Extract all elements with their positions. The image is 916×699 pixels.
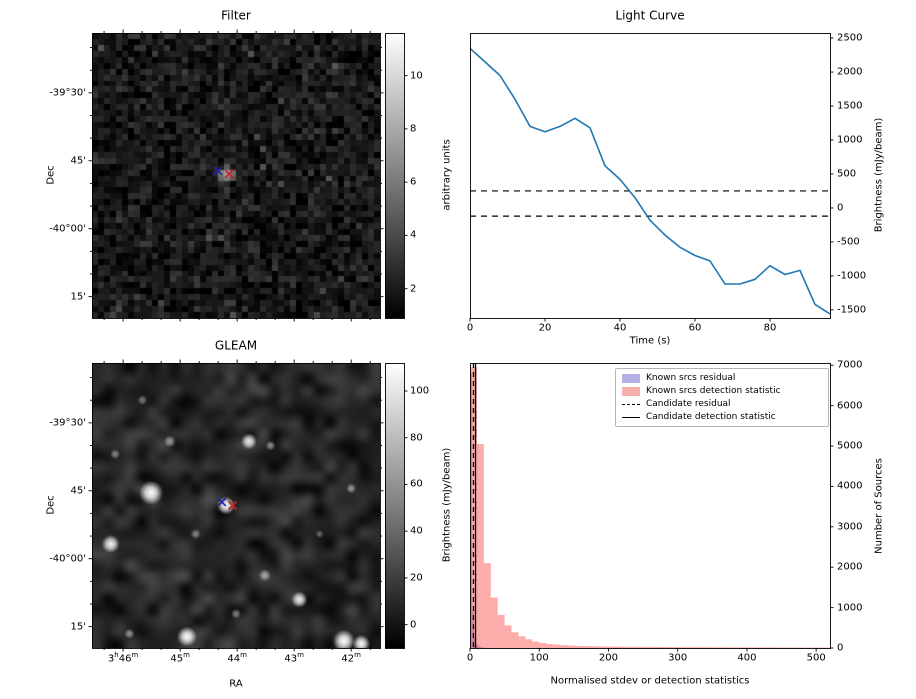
light-curve-y-tick-label: 500 — [837, 168, 857, 180]
filter-dec-tick-label: 15' — [70, 291, 86, 303]
legend-entry: Known srcs residual — [622, 373, 822, 383]
histogram-y-tick-label: 2000 — [837, 561, 863, 573]
catalog-marker — [224, 169, 234, 179]
histogram-y-tick-label: 0 — [837, 642, 844, 654]
histogram-y-tick-label: 3000 — [837, 521, 863, 533]
gleam-ra-tick-label: 42m — [341, 651, 361, 665]
light-curve-y-tick-label: -1500 — [837, 304, 867, 316]
gleam-dec-tick-label: 15' — [70, 621, 86, 633]
histogram-legend: Known srcs residual Known srcs detection … — [615, 368, 829, 427]
legend-dashed-line-swatch — [622, 403, 640, 405]
light-curve-x-tick-label: 60 — [688, 322, 702, 334]
legend-entry: Candidate detection statistic — [622, 412, 822, 422]
histogram-axes — [470, 363, 831, 649]
histogram-x-tick-label: 100 — [529, 652, 549, 664]
legend-solid-line-swatch — [622, 416, 640, 418]
gleam-ra-tick-label: 43m — [284, 651, 304, 665]
gleam-ra-tick-label: 45m — [170, 651, 190, 665]
legend-patch-swatch — [622, 386, 640, 396]
histogram-x-tick-label: 300 — [668, 652, 688, 664]
filter-dec-tick-label: -39°30' — [49, 87, 86, 99]
filter-ylabel: Dec — [45, 165, 57, 185]
histogram-y-tick-label: 1000 — [837, 602, 863, 614]
histogram-y-tick-label: 6000 — [837, 400, 863, 412]
histogram-x-tick-label: 500 — [806, 652, 826, 664]
filter-colorbar-frame — [385, 33, 405, 319]
light-curve-series-line — [469, 47, 831, 315]
filter-colorbar-tick-label: 4 — [410, 229, 417, 241]
gleam-image — [92, 363, 380, 648]
filter-colorbar — [385, 33, 404, 318]
filter-colorbar-label: arbitrary units — [441, 139, 453, 211]
legend-label: Known srcs detection statistic — [646, 386, 781, 396]
legend-entry: Candidate residual — [622, 399, 822, 409]
legend-label: Known srcs residual — [646, 373, 736, 383]
gleam-dec-tick-label: -40°00' — [49, 553, 86, 565]
filter-dec-tick-label: 45' — [70, 155, 86, 167]
legend-label: Candidate detection statistic — [646, 412, 776, 422]
light-curve-title: Light Curve — [615, 8, 685, 23]
gleam-colorbar-tick-label: 40 — [410, 525, 423, 537]
filter-colorbar-tick-label: 8 — [410, 123, 417, 135]
gleam-title: GLEAM — [214, 338, 258, 353]
candidate-marker — [213, 166, 223, 176]
gleam-colorbar-tick-label: 0 — [410, 619, 417, 631]
light-curve-ylabel: Brightness (mJy/beam) — [873, 117, 885, 233]
light-curve-y-tick-label: 1500 — [837, 100, 863, 112]
histogram-y-tick-label: 5000 — [837, 440, 863, 452]
candidate-marker — [217, 497, 227, 507]
light-curve-y-tick-label: 0 — [837, 202, 844, 214]
gleam-dec-tick-label: 45' — [70, 485, 86, 497]
histogram-x-tick-label: 200 — [598, 652, 618, 664]
light-curve-xlabel: Time (s) — [629, 335, 671, 347]
catalog-marker — [227, 500, 238, 511]
filter-axes — [92, 33, 381, 319]
light-curve-y-tick-label: 1000 — [837, 134, 863, 146]
histogram-y-tick-label: 7000 — [837, 359, 863, 371]
histogram-ylabel: Number of Sources — [873, 458, 885, 554]
light-curve-x-tick-label: 80 — [763, 322, 777, 334]
filter-dec-tick-label: -40°00' — [49, 223, 86, 235]
light-curve-x-tick-label: 0 — [466, 322, 474, 334]
histogram-xlabel: Normalised stdev or detection statistics — [550, 675, 750, 687]
light-curve-y-tick-label: -1000 — [837, 270, 867, 282]
gleam-xlabel: RA — [229, 678, 243, 690]
gleam-colorbar-label: Brightness (mJy/beam) — [441, 447, 453, 563]
gleam-colorbar — [385, 363, 404, 648]
histogram-x-tick-label: 0 — [466, 652, 474, 664]
filter-colorbar-tick-label: 2 — [410, 283, 417, 295]
gleam-colorbar-tick-label: 80 — [410, 432, 423, 444]
histogram-x-tick-label: 400 — [737, 652, 757, 664]
light-curve-x-tick-label: 40 — [613, 322, 627, 334]
gleam-colorbar-tick-label: 20 — [410, 572, 423, 584]
light-curve-x-tick-label: 20 — [538, 322, 552, 334]
light-curve-y-tick-label: -500 — [837, 236, 860, 248]
filter-image — [92, 33, 380, 318]
legend-label: Candidate residual — [646, 399, 731, 409]
gleam-colorbar-tick-label: 60 — [410, 478, 423, 490]
gleam-ra-tick-label: 44m — [227, 651, 247, 665]
filter-colorbar-tick-label: 6 — [410, 176, 417, 188]
legend-patch-swatch — [622, 373, 640, 383]
light-curve-axes — [470, 33, 831, 319]
gleam-dec-tick-label: -39°30' — [49, 417, 86, 429]
gleam-axes — [92, 363, 381, 649]
filter-title: Filter — [221, 8, 251, 23]
light-curve-y-tick-label: 2500 — [837, 32, 863, 44]
gleam-ra-tick-label: 3h46m — [107, 651, 139, 665]
gleam-colorbar-frame — [385, 363, 405, 649]
filter-colorbar-tick-label: 10 — [410, 70, 423, 82]
gleam-colorbar-tick-label: 100 — [410, 385, 430, 397]
light-curve-y-tick-label: 2000 — [837, 66, 863, 78]
gleam-ylabel: Dec — [45, 495, 57, 515]
histogram-y-tick-label: 4000 — [837, 480, 863, 492]
legend-entry: Known srcs detection statistic — [622, 386, 822, 396]
